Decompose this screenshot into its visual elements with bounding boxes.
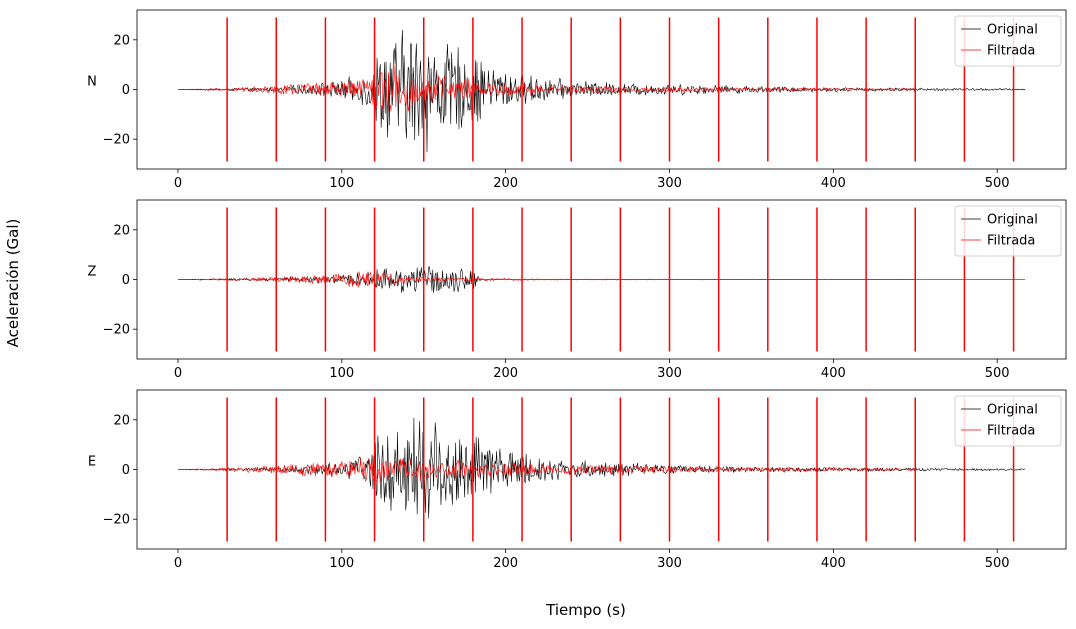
- legend-label: Original: [987, 213, 1038, 228]
- x-tick-label: 0: [174, 556, 182, 571]
- channel-label: N: [87, 75, 97, 90]
- trace-filtrada: [177, 271, 916, 288]
- y-tick-label: 0: [122, 273, 130, 288]
- panel-n: 0 100 200 300 400 500 −20 0 20 N Original Filtrada: [87, 9, 1067, 191]
- x-tick-label: 0: [174, 176, 182, 191]
- legend-box: [954, 15, 1062, 67]
- legend-label: Original: [987, 23, 1038, 38]
- plot-area: [177, 417, 1026, 519]
- trace-filtrada: [177, 63, 916, 115]
- figure-xlabel: Tiempo (s): [545, 601, 626, 619]
- x-tick-label: 500: [985, 176, 1010, 191]
- y-tick-label: 20: [113, 413, 130, 428]
- channel-label: Z: [88, 265, 97, 280]
- panel-z: 0 100 200 300 400 500 −20 0 20 Z Original Filtrada: [88, 199, 1067, 381]
- legend-label: Filtrada: [987, 234, 1035, 249]
- x-tick-label: 200: [493, 556, 518, 571]
- y-tick-label: 0: [122, 463, 130, 478]
- x-tick-label: 0: [174, 366, 182, 381]
- trace-original: [177, 29, 1026, 153]
- legend-label: Filtrada: [987, 44, 1035, 59]
- trace-original: [177, 417, 1026, 519]
- x-tick-label: 300: [657, 556, 682, 571]
- y-tick-label: −20: [103, 323, 130, 338]
- legend-label: Filtrada: [987, 424, 1035, 439]
- trace-filtrada: [177, 458, 916, 483]
- x-tick-label: 100: [329, 366, 354, 381]
- figure-ylabel: Aceleración (Gal): [4, 219, 22, 348]
- panel-e: 0 100 200 300 400 500 −20 0 20 E Original Filtrada: [88, 389, 1067, 571]
- y-tick-label: 0: [122, 83, 130, 98]
- x-tick-label: 300: [657, 176, 682, 191]
- plot-area: [177, 29, 1026, 153]
- legend-box: [954, 395, 1062, 447]
- legend: Original Filtrada: [954, 395, 1062, 447]
- y-tick-label: −20: [103, 513, 130, 528]
- x-tick-label: 400: [821, 366, 846, 381]
- x-tick-label: 500: [985, 556, 1010, 571]
- legend: Original Filtrada: [954, 205, 1062, 257]
- x-tick-label: 500: [985, 366, 1010, 381]
- x-tick-label: 200: [493, 366, 518, 381]
- panels: 0 100 200 300 400 500−20020NOriginalFiltrada0…: [87, 9, 1067, 571]
- y-tick-label: −20: [103, 133, 130, 148]
- x-tick-label: 100: [329, 176, 354, 191]
- x-tick-label: 200: [493, 176, 518, 191]
- y-tick-label: 20: [113, 223, 130, 238]
- legend-label: Original: [987, 403, 1038, 418]
- x-tick-label: 100: [329, 556, 354, 571]
- plot-area: [177, 266, 1026, 293]
- x-tick-label: 300: [657, 366, 682, 381]
- legend-box: [954, 205, 1062, 257]
- x-tick-label: 400: [821, 176, 846, 191]
- x-tick-label: 400: [821, 556, 846, 571]
- channel-label: E: [88, 455, 96, 470]
- legend: Original Filtrada: [954, 15, 1062, 67]
- y-tick-label: 20: [113, 33, 130, 48]
